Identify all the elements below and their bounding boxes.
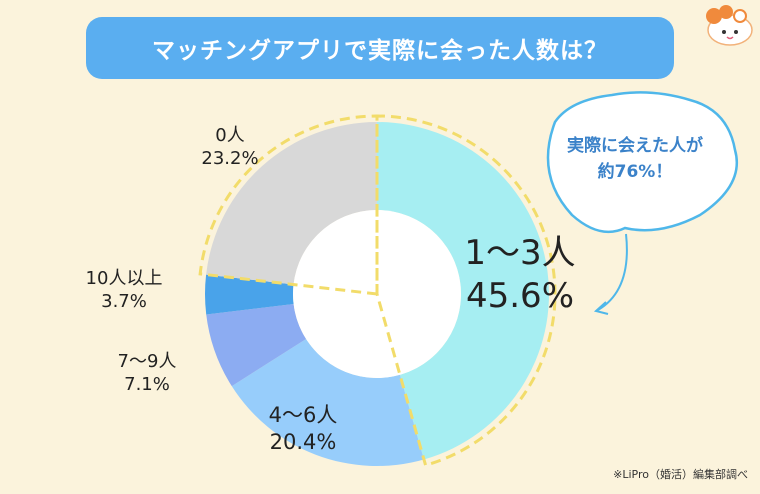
- mascot-logo-icon: [706, 5, 753, 46]
- slice-label-1-3: 1〜3人 45.6%: [464, 233, 576, 316]
- callout-text: 実際に会えた人が 約76%！: [567, 136, 703, 182]
- callout-bubble: [546, 91, 739, 234]
- slice-label-10plus: 10人以上 3.7%: [85, 268, 163, 313]
- donut-slice-2: [206, 304, 307, 387]
- slice-label-7-9: 7〜9人 7.1%: [117, 351, 177, 396]
- slice-label-4-6: 4〜6人 20.4%: [268, 403, 338, 455]
- donut-slice-1: [231, 339, 424, 466]
- highlight-outline-4: [198, 114, 379, 296]
- donut-slice-4: [206, 122, 377, 285]
- callout-arrow: [597, 233, 628, 311]
- slice-label-0: 0人 23.2%: [201, 125, 259, 170]
- source-note: ※LiPro（婚活）編集部調べ: [613, 468, 748, 481]
- highlight-outline-0: [375, 114, 557, 468]
- callout-arrowhead: [593, 301, 609, 315]
- donut-slice-0: [377, 122, 549, 460]
- chart-title-banner: マッチングアプリで実際に会った人数は？: [86, 17, 674, 79]
- chart-title: マッチングアプリで実際に会った人数は？: [152, 38, 608, 64]
- donut-slice-3: [205, 274, 294, 315]
